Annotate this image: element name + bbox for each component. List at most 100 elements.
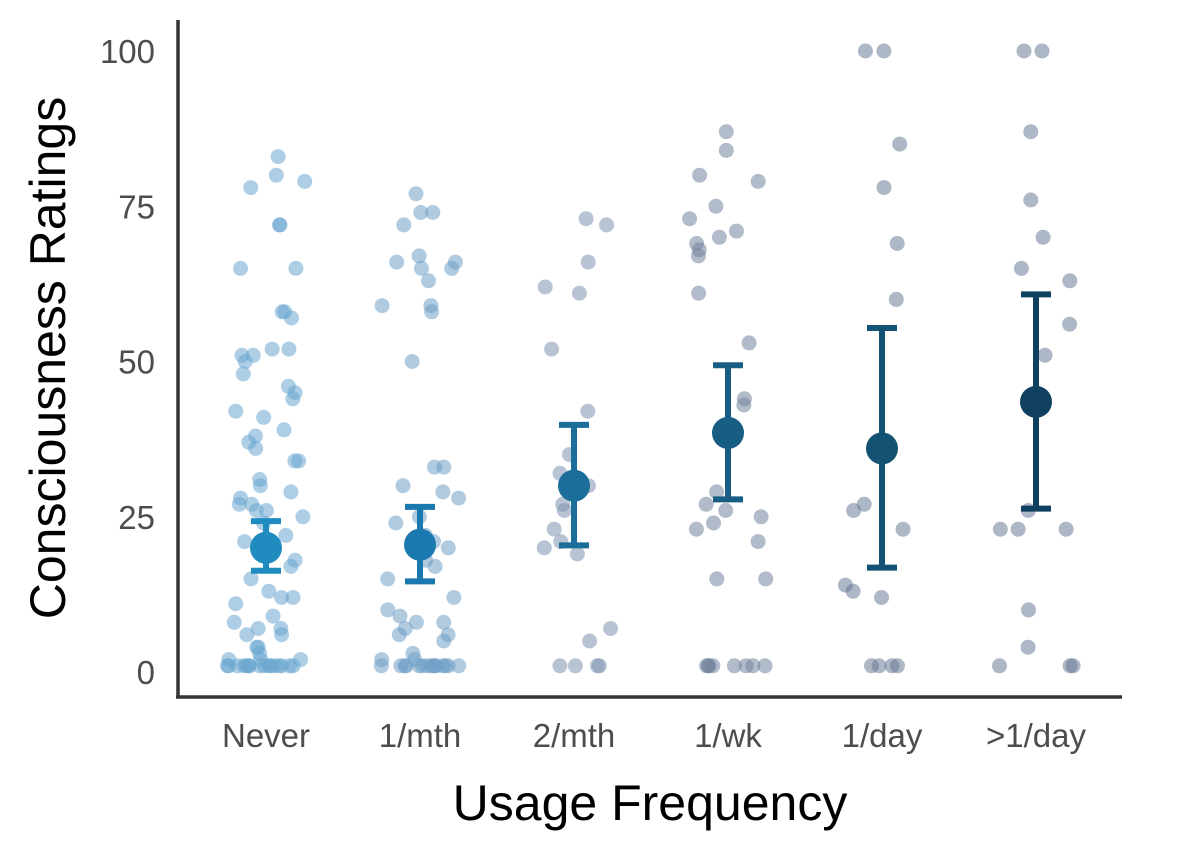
data-point (1037, 347, 1053, 363)
y-tick-label: 0 (137, 654, 155, 691)
data-point (451, 490, 467, 506)
data-point (228, 596, 244, 612)
data-point (392, 608, 408, 624)
y-tick-labels: 0 25 50 75 100 (100, 33, 155, 691)
data-point (552, 658, 568, 674)
data-point (1065, 658, 1081, 674)
data-point (272, 217, 287, 233)
data-point (408, 614, 424, 630)
data-point (281, 341, 297, 357)
data-point (440, 658, 456, 674)
data-point (408, 186, 424, 202)
data-point (237, 354, 253, 369)
data-point (396, 217, 412, 233)
data-point (992, 658, 1007, 674)
data-point (221, 658, 237, 674)
data-point (262, 658, 278, 674)
data-point (876, 180, 892, 196)
mean-point (866, 432, 898, 465)
data-point (261, 583, 277, 599)
y-tick-label: 75 (118, 188, 155, 225)
data-point (270, 149, 286, 165)
data-point (424, 304, 440, 320)
data-point (857, 43, 873, 59)
data-point (283, 484, 299, 500)
data-point (446, 590, 462, 605)
data-point (411, 248, 427, 264)
data-point (718, 124, 734, 140)
data-point (698, 496, 714, 512)
data-point (248, 440, 264, 456)
x-tick-label: >1/day (986, 717, 1086, 754)
data-point (1035, 229, 1051, 245)
data-point (580, 254, 596, 270)
data-point (393, 658, 409, 674)
data-point (380, 571, 396, 587)
data-point (404, 354, 420, 369)
data-point (288, 260, 304, 276)
data-point (1034, 43, 1050, 59)
data-point (239, 627, 255, 643)
data-point (845, 583, 861, 599)
data-point (435, 484, 451, 500)
data-point (750, 173, 766, 189)
data-point (274, 627, 290, 643)
mean-point (250, 531, 282, 564)
data-point (603, 621, 619, 636)
data-point (1023, 124, 1039, 140)
data-point (373, 658, 389, 674)
data-point (285, 590, 301, 605)
data-point (726, 658, 742, 674)
data-point (895, 521, 911, 537)
data-point (231, 496, 247, 512)
data-point (567, 658, 583, 674)
data-point (709, 484, 725, 500)
data-point (413, 205, 429, 220)
data-point (1020, 639, 1036, 655)
data-point (277, 304, 293, 320)
y-axis-title: Consciousness Ratings (20, 97, 76, 620)
data-point (425, 658, 441, 674)
data-point (265, 608, 281, 624)
x-tick-label: 2/mth (533, 717, 616, 754)
points-layer (219, 43, 1081, 674)
data-point (388, 515, 404, 531)
data-point (750, 534, 766, 550)
data-point (692, 167, 708, 183)
data-point (1013, 260, 1029, 276)
data-point (544, 341, 560, 357)
data-point (1010, 521, 1026, 537)
data-point (741, 335, 757, 351)
data-point (295, 509, 311, 525)
data-point (268, 167, 284, 183)
data-point (876, 43, 892, 59)
data-point (436, 614, 452, 630)
data-point (846, 503, 862, 518)
data-point (285, 658, 301, 674)
data-point (228, 403, 244, 419)
data-point (252, 478, 268, 494)
data-point (729, 223, 744, 239)
data-point (235, 366, 251, 382)
data-point (274, 590, 290, 605)
data-point (888, 291, 904, 307)
data-point (691, 285, 707, 301)
data-point (414, 260, 429, 276)
data-point (1058, 521, 1074, 537)
data-point (283, 558, 299, 574)
data-point (705, 658, 721, 674)
data-point (243, 571, 259, 587)
data-point (1021, 602, 1036, 618)
data-point (297, 173, 313, 189)
data-point (451, 658, 467, 674)
data-point (1016, 43, 1032, 59)
x-tick-label: 1/mth (379, 717, 462, 754)
data-point (258, 503, 274, 518)
data-point (440, 540, 456, 556)
y-tick-label: 100 (100, 33, 155, 70)
data-point (278, 527, 294, 543)
data-point (233, 260, 248, 276)
data-point (709, 571, 725, 587)
data-point (536, 540, 552, 556)
x-axis-title: Usage Frequency (453, 775, 848, 831)
